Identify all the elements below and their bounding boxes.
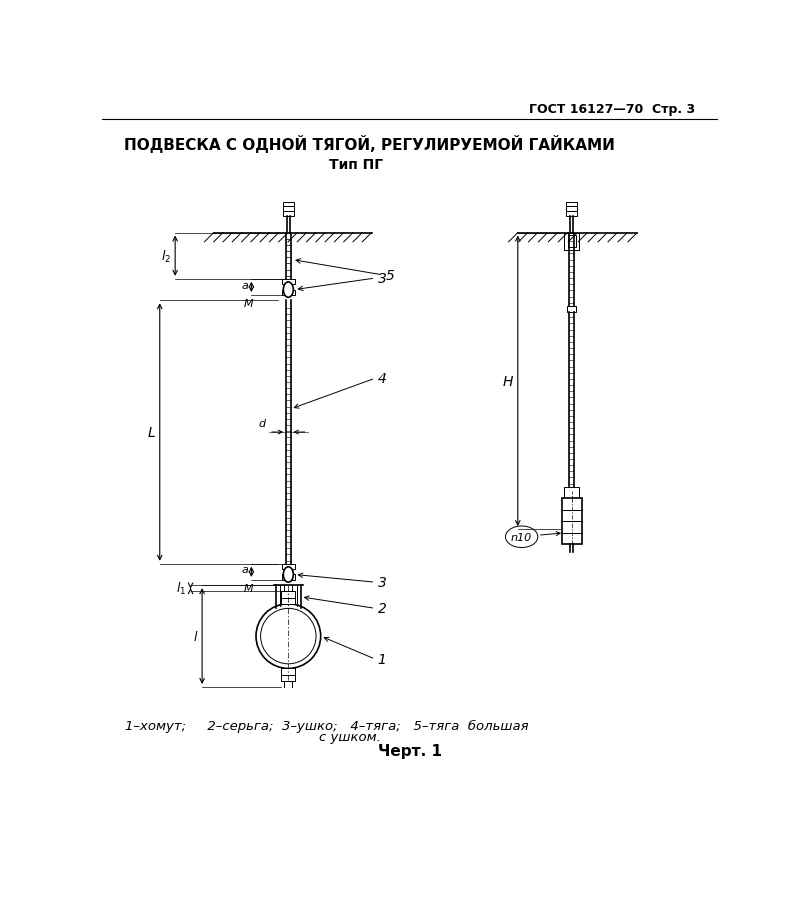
Text: 1–хомут;     2–серьга;  3–ушко;   4–тяга;   5–тяга  большая: 1–хомут; 2–серьга; 3–ушко; 4–тяга; 5–тяг… <box>125 719 529 732</box>
Circle shape <box>261 608 316 664</box>
Bar <box>567 306 576 312</box>
Text: d: d <box>258 419 266 428</box>
Text: 2: 2 <box>378 602 386 616</box>
Text: 4: 4 <box>378 371 386 386</box>
Bar <box>282 675 295 681</box>
Bar <box>282 279 294 285</box>
Text: $l_2$: $l_2$ <box>162 248 171 265</box>
Text: с ушком.: с ушком. <box>319 731 381 743</box>
Text: $L$: $L$ <box>147 425 156 439</box>
Bar <box>282 290 294 296</box>
Text: a: a <box>242 280 248 290</box>
Bar <box>282 564 294 570</box>
Bar <box>566 202 577 207</box>
Text: Черт. 1: Черт. 1 <box>378 743 442 758</box>
Ellipse shape <box>283 282 294 298</box>
Text: Тип ПГ: Тип ПГ <box>329 158 383 172</box>
Text: n10: n10 <box>511 532 532 542</box>
Text: ПОДВЕСКА С ОДНОЙ ТЯГОЙ, РЕГУЛИРУЕМОЙ ГАЙКАМИ: ПОДВЕСКА С ОДНОЙ ТЯГОЙ, РЕГУЛИРУЕМОЙ ГАЙ… <box>123 135 614 153</box>
Bar <box>283 207 294 211</box>
Ellipse shape <box>506 527 538 548</box>
Text: 1: 1 <box>378 652 386 666</box>
Circle shape <box>256 604 321 669</box>
Bar <box>566 211 577 216</box>
Text: $l$: $l$ <box>193 630 198 643</box>
Bar <box>282 592 295 598</box>
Bar <box>564 487 579 499</box>
Text: a: a <box>242 565 248 575</box>
Bar <box>283 202 294 207</box>
Text: $H$: $H$ <box>502 374 514 389</box>
Bar <box>282 575 294 580</box>
Text: M: M <box>244 299 254 309</box>
Bar <box>282 669 295 675</box>
Text: 3: 3 <box>378 575 386 590</box>
Bar <box>566 207 577 211</box>
Text: 3: 3 <box>378 272 386 286</box>
Text: ГОСТ 16127—70  Стр. 3: ГОСТ 16127—70 Стр. 3 <box>529 103 695 116</box>
Bar <box>283 211 294 216</box>
Bar <box>562 499 582 545</box>
Bar <box>568 235 575 248</box>
Text: 5: 5 <box>386 268 394 283</box>
Text: $l_1$: $l_1$ <box>177 581 186 596</box>
Text: M: M <box>244 583 254 593</box>
Ellipse shape <box>283 567 294 583</box>
Bar <box>282 598 295 604</box>
